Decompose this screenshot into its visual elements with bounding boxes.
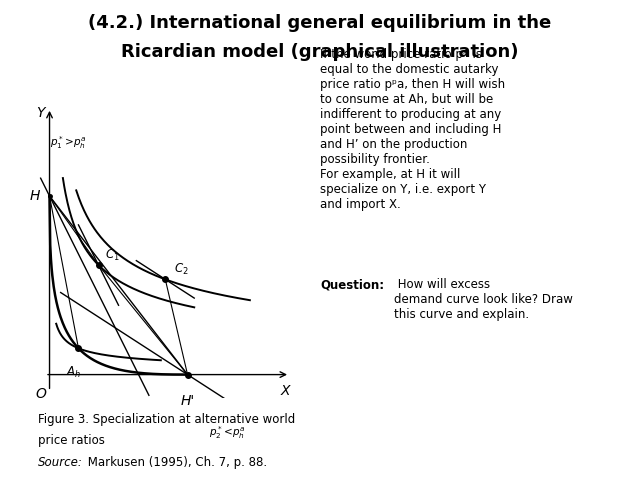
Text: $p_2^*\!<\!p_h^a$: $p_2^*\!<\!p_h^a$ [209, 424, 245, 441]
Text: X: X [281, 384, 291, 398]
Text: H: H [29, 189, 40, 203]
Text: H': H' [180, 394, 195, 408]
Text: $p_1^*\!>\!p_h^a$: $p_1^*\!>\!p_h^a$ [49, 134, 86, 151]
Text: Y: Y [36, 106, 45, 120]
Text: (4.2.) International general equilibrium in the: (4.2.) International general equilibrium… [88, 14, 552, 33]
Text: Question:: Question: [320, 278, 384, 291]
Text: Figure 3. Specialization at alternative world: Figure 3. Specialization at alternative … [38, 413, 296, 426]
Text: Source:: Source: [38, 456, 83, 469]
Text: price ratios: price ratios [38, 434, 105, 447]
Text: $C_1$: $C_1$ [105, 248, 120, 263]
Text: $C_2$: $C_2$ [174, 262, 189, 277]
Text: How will excess
demand curve look like? Draw
this curve and explain.: How will excess demand curve look like? … [394, 278, 572, 322]
Text: Markusen (1995), Ch. 7, p. 88.: Markusen (1995), Ch. 7, p. 88. [84, 456, 268, 469]
Text: O: O [35, 386, 46, 401]
Text: If the world price ratio p* is
equal to the domestic autarky
price ratio pᵖa, th: If the world price ratio p* is equal to … [320, 48, 505, 211]
Text: Ricardian model (graphical illustration): Ricardian model (graphical illustration) [121, 43, 519, 61]
Text: $A_h$: $A_h$ [67, 365, 82, 380]
